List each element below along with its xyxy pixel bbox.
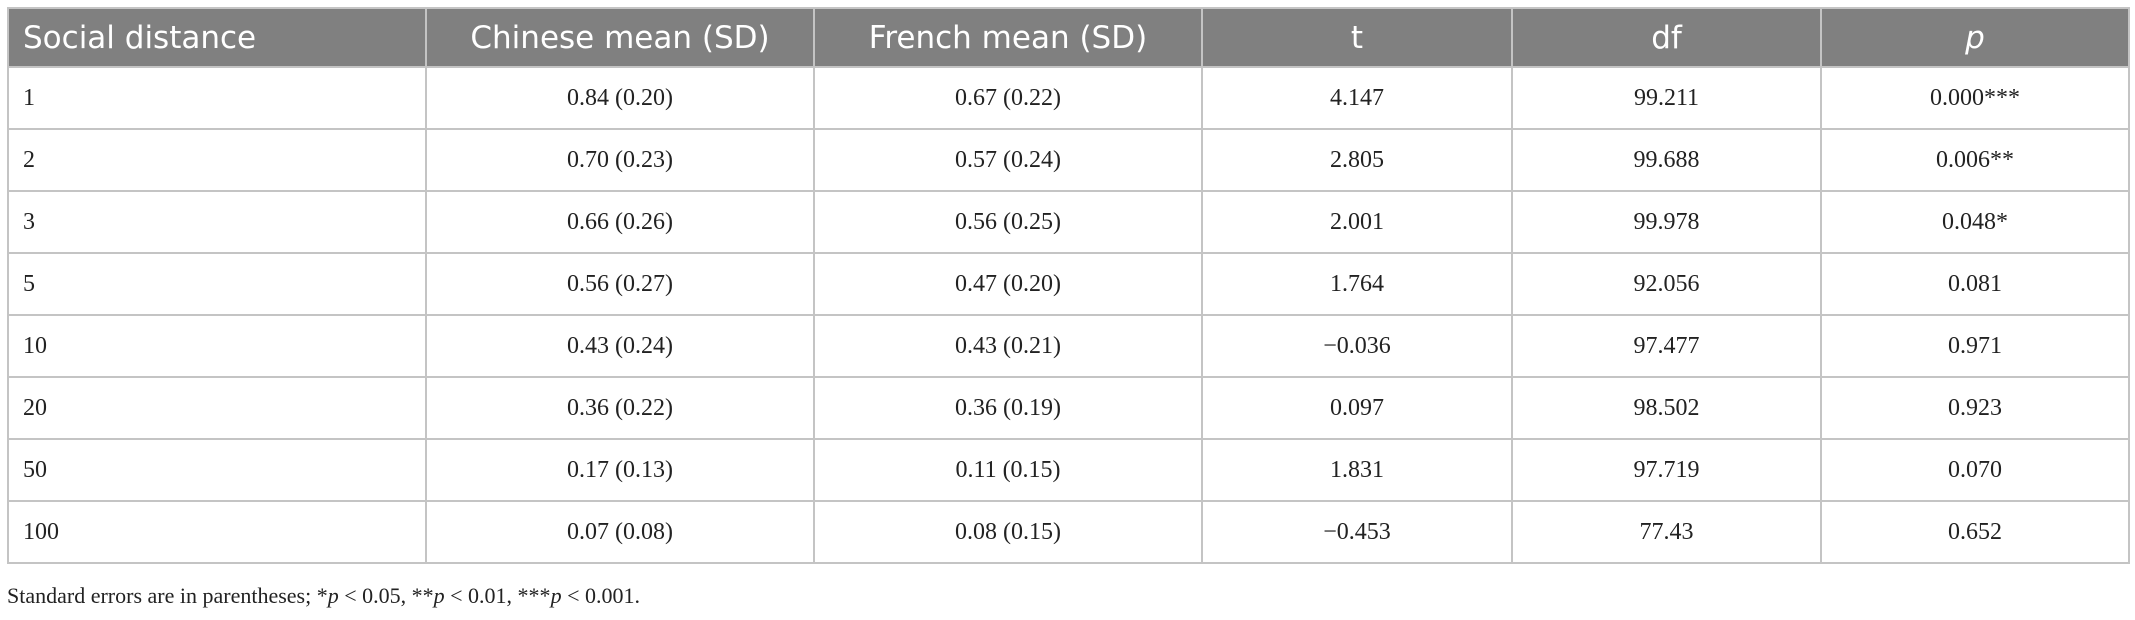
table-cell: 0.971 [1820,314,2130,378]
footnote-text: < 0.001. [561,583,640,608]
table-cell: 97.477 [1511,314,1822,378]
table-cell: 20 [7,376,427,440]
table-cell: 0.36 (0.19) [813,376,1203,440]
table-cell: 0.56 (0.25) [813,190,1203,254]
table-cell: 0.17 (0.13) [425,438,815,502]
table-cell: 3 [7,190,427,254]
footnote-text: p [433,583,445,608]
table-cell: 0.70 (0.23) [425,128,815,192]
table-cell: 0.081 [1820,252,2130,316]
table-cell: 2.001 [1201,190,1513,254]
table-cell: 0.07 (0.08) [425,500,815,564]
footnote-text: p [327,583,339,608]
table-cell: 0.47 (0.20) [813,252,1203,316]
table-body: 1 0.84 (0.20) 0.67 (0.22) 4.147 99.211 0.000*… [7,66,2130,564]
table-cell: 0.652 [1820,500,2130,564]
table-cell: 0.43 (0.21) [813,314,1203,378]
table-cell: −0.453 [1201,500,1513,564]
footnote: Standard errors are in parentheses; *p <… [7,583,640,609]
table-cell: 0.36 (0.22) [425,376,815,440]
footnote-text: Standard errors are in parentheses; * [7,583,328,608]
table-cell: 2 [7,128,427,192]
table-cell: 100 [7,500,427,564]
table-row: 50 0.17 (0.13) 0.11 (0.15) 1.831 97.719 0.070 [7,438,2130,502]
table-cell: 2.805 [1201,128,1513,192]
table-cell: 0.66 (0.26) [425,190,815,254]
header-row: Social distance Chinese mean (SD) French m… [7,7,2130,68]
table-cell: 0.08 (0.15) [813,500,1203,564]
table-cell: −0.036 [1201,314,1513,378]
footnote-text: < 0.01, *** [444,583,551,608]
footnote-text: p [550,583,562,608]
table-cell: 77.43 [1511,500,1822,564]
table-cell: 0.84 (0.20) [425,66,815,130]
table-cell: 1 [7,66,427,130]
table-row: 100 0.07 (0.08) 0.08 (0.15) −0.453 77.43 0.65… [7,500,2130,564]
header-cell: French mean (SD) [813,7,1203,68]
header-cell: Social distance [7,7,427,68]
table-cell: 0.000*** [1820,66,2130,130]
header-cell: Chinese mean (SD) [425,7,815,68]
table-cell: 0.67 (0.22) [813,66,1203,130]
table-cell: 10 [7,314,427,378]
table-cell: 0.070 [1820,438,2130,502]
table-cell: 0.11 (0.15) [813,438,1203,502]
table-cell: 99.978 [1511,190,1822,254]
table-row: 20 0.36 (0.22) 0.36 (0.19) 0.097 98.502 0.923 [7,376,2130,440]
table-cell: 97.719 [1511,438,1822,502]
results-table: Social distance Chinese mean (SD) French m… [7,7,2130,564]
table-cell: 4.147 [1201,66,1513,130]
table-row: 2 0.70 (0.23) 0.57 (0.24) 2.805 99.688 0.006*… [7,128,2130,192]
header-cell: t [1201,7,1513,68]
table-cell: 1.764 [1201,252,1513,316]
table-cell: 0.43 (0.24) [425,314,815,378]
table-cell: 0.048* [1820,190,2130,254]
table-row: 3 0.66 (0.26) 0.56 (0.25) 2.001 99.978 0.048* [7,190,2130,254]
table-cell: 99.688 [1511,128,1822,192]
header-cell: p [1820,7,2130,68]
footnote-text: < 0.05, ** [338,583,434,608]
table-cell: 5 [7,252,427,316]
table-cell: 99.211 [1511,66,1822,130]
table-cell: 50 [7,438,427,502]
table-cell: 92.056 [1511,252,1822,316]
table-row: 5 0.56 (0.27) 0.47 (0.20) 1.764 92.056 0.081 [7,252,2130,316]
table-cell: 0.56 (0.27) [425,252,815,316]
table-cell: 0.923 [1820,376,2130,440]
table-row: 10 0.43 (0.24) 0.43 (0.21) −0.036 97.477 0.97… [7,314,2130,378]
table-cell: 0.57 (0.24) [813,128,1203,192]
header-cell: df [1511,7,1822,68]
table-cell: 0.006** [1820,128,2130,192]
table-row: 1 0.84 (0.20) 0.67 (0.22) 4.147 99.211 0.000*… [7,66,2130,130]
table-cell: 1.831 [1201,438,1513,502]
table-cell: 0.097 [1201,376,1513,440]
table-cell: 98.502 [1511,376,1822,440]
